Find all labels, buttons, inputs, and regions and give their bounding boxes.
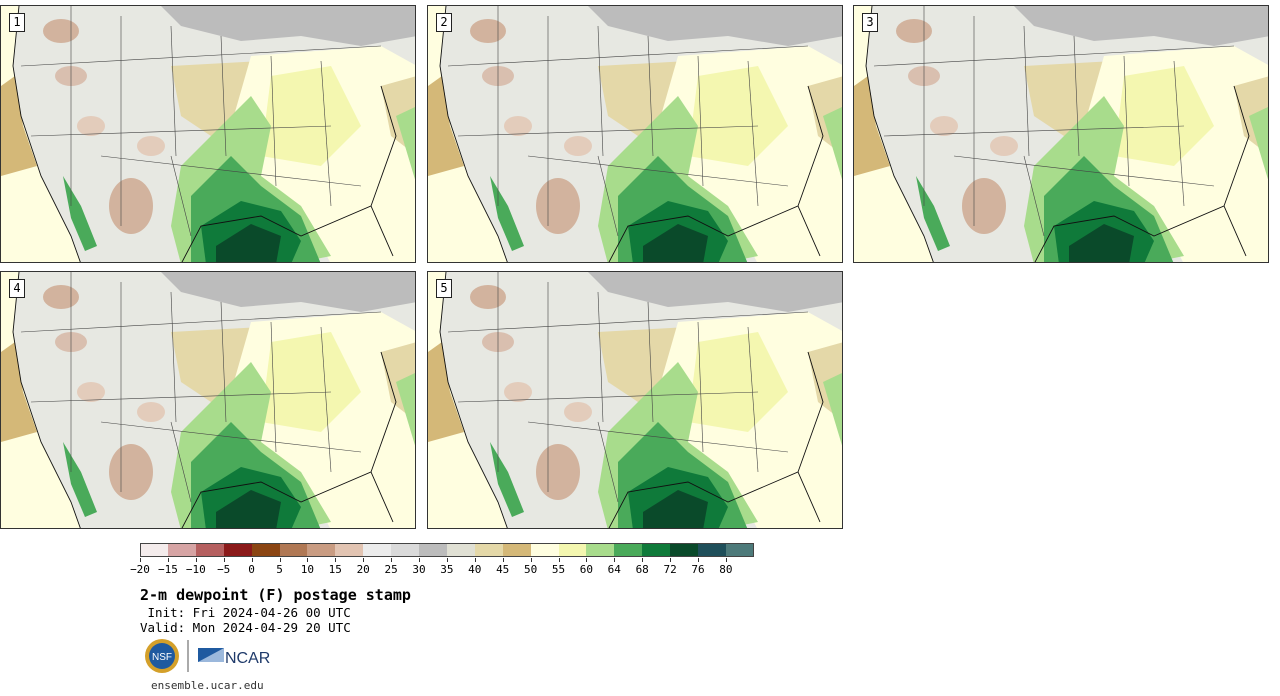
map-panel-2[interactable]: 2	[427, 5, 843, 263]
colorbar-tick-label: −10	[185, 563, 206, 576]
valid-time: Valid: Mon 2024-04-29 20 UTC	[140, 620, 351, 635]
colorbar-swatch	[279, 543, 308, 557]
colorbar-swatch	[558, 543, 587, 557]
colorbar-tick-label: 68	[635, 563, 649, 576]
colorbar-tick	[586, 558, 588, 562]
colorbar-tick-label: 0	[248, 563, 255, 576]
colorbar-tick	[558, 558, 560, 562]
colorbar-tick	[530, 558, 532, 562]
site-url[interactable]: ensemble.ucar.edu	[151, 679, 264, 692]
colorbar-tick	[167, 558, 169, 562]
chart-title: 2-m dewpoint (F) postage stamp	[140, 586, 411, 604]
colorbar-tick-label: 80	[719, 563, 733, 576]
colorbar-tick-label: −15	[157, 563, 178, 576]
colorbar-tick	[140, 558, 141, 562]
colorbar-swatch	[391, 543, 420, 557]
colorbar-tick-label: 72	[663, 563, 677, 576]
colorbar-tick	[195, 558, 197, 562]
colorbar-swatch	[502, 543, 532, 557]
colorbar-swatch	[335, 543, 364, 557]
colorbar-tick	[307, 558, 309, 562]
colorbar-tick	[363, 558, 365, 562]
colorbar-tick	[279, 558, 281, 562]
map-panel-1[interactable]: 1	[0, 5, 416, 263]
dewpoint-map	[428, 272, 842, 528]
dewpoint-map	[1, 6, 415, 262]
colorbar-tick-label: 55	[551, 563, 566, 576]
colorbar-tick	[391, 558, 393, 562]
member-number-badge: 5	[436, 279, 452, 298]
colorbar-swatch	[670, 543, 699, 557]
colorbar-tick-label: 10	[300, 563, 315, 576]
colorbar-swatch	[307, 543, 336, 557]
colorbar-tick-label: 60	[579, 563, 594, 576]
colorbar-swatch	[698, 543, 727, 557]
colorbar-tick-label: 15	[328, 563, 342, 576]
colorbar-tick	[670, 558, 672, 562]
colorbar-tick	[502, 558, 504, 562]
colorbar-tick-label: 35	[440, 563, 454, 576]
ncar-logo: NCAR	[198, 648, 270, 667]
dewpoint-map	[428, 6, 842, 262]
colorbar-swatch	[642, 543, 671, 557]
member-number-badge: 4	[9, 279, 25, 298]
colorbar-swatch	[167, 543, 197, 557]
colorbar-swatch	[223, 543, 253, 557]
colorbar-swatch	[251, 543, 280, 557]
colorbar-swatch	[363, 543, 392, 557]
init-time: Init: Fri 2024-04-26 00 UTC	[140, 605, 351, 620]
colorbar-tick	[474, 558, 476, 562]
colorbar-tick-label: 64	[607, 563, 621, 576]
nsf-logo-text: NSF	[152, 652, 172, 663]
dewpoint-map	[1, 272, 415, 528]
colorbar-tick-label: 25	[384, 563, 398, 576]
colorbar-tick-label: 76	[691, 563, 705, 576]
colorbar-tick-label: 50	[523, 563, 538, 576]
colorbar-tick	[614, 558, 616, 562]
colorbar-tick	[446, 558, 448, 562]
colorbar-tick-label: 30	[412, 563, 426, 576]
colorbar-tick-label: −20	[130, 563, 150, 576]
logos: NSF NCAR	[145, 639, 270, 673]
colorbar-swatch	[614, 543, 643, 557]
colorbar-tick	[251, 558, 253, 562]
member-number-badge: 1	[9, 13, 25, 32]
colorbar-swatch	[530, 543, 559, 557]
colorbar-tick	[419, 558, 420, 562]
colorbar-swatch	[446, 543, 476, 557]
colorbar-tick	[223, 558, 225, 562]
colorbar-swatch	[140, 543, 169, 557]
colorbar-tick-label: 40	[468, 563, 482, 576]
colorbar-tick	[698, 558, 699, 562]
colorbar-tick-label: −5	[217, 563, 231, 576]
colorbar-tick	[725, 558, 727, 562]
map-panel-3[interactable]: 3	[853, 5, 1269, 263]
nsf-logo: NSF	[145, 639, 179, 673]
colorbar-tick-label: 5	[276, 563, 283, 576]
map-panel-5[interactable]: 5	[427, 271, 843, 529]
member-number-badge: 2	[436, 13, 452, 32]
colorbar-tick	[642, 558, 644, 562]
member-number-badge: 3	[862, 13, 878, 32]
colorbar-swatch	[419, 543, 448, 557]
colorbar-swatch	[474, 543, 504, 557]
colorbar-swatch	[586, 543, 615, 557]
colorbar-tick-label: 20	[356, 563, 370, 576]
colorbar-tick-label: 45	[496, 563, 510, 576]
colorbar-swatch	[725, 543, 755, 557]
map-panel-4[interactable]: 4	[0, 271, 416, 529]
colorbar-swatch	[195, 543, 225, 557]
colorbar-tick	[335, 558, 337, 562]
dewpoint-map	[854, 6, 1268, 262]
colorbar-frame	[140, 543, 754, 557]
ncar-logo-text: NCAR	[225, 650, 270, 667]
